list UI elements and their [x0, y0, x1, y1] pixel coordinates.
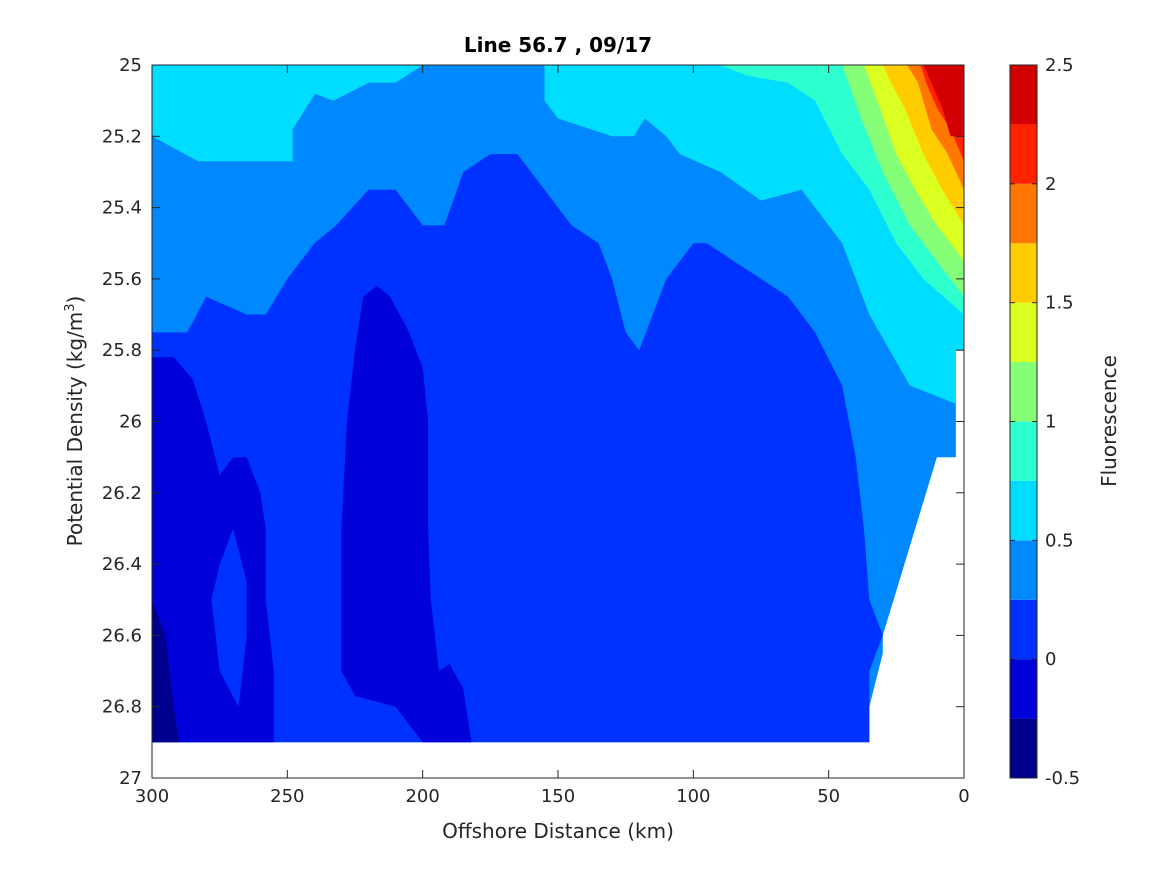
y-tick-label-8: 26.6 — [102, 625, 142, 646]
colorbar: -0.5 0 0.5 1 1.5 2 2.5 — [1009, 55, 1080, 789]
colorbar-tick-label-5: 2 — [1045, 174, 1056, 195]
y-axis-label-close: ) — [63, 296, 87, 304]
contour-region-11 — [152, 154, 883, 743]
colorbar-band-8 — [1010, 243, 1037, 303]
y-axis-label-superscript: 3 — [63, 303, 78, 311]
x-tick-label-4: 100 — [676, 786, 710, 807]
x-tick-label-3: 150 — [541, 786, 575, 807]
x-tick-label-2: 200 — [405, 786, 439, 807]
colorbar-band-1 — [1010, 659, 1037, 719]
y-axis-label: Potential Density (kg/m3) — [63, 296, 87, 547]
x-axis-label: Offshore Distance (km) — [442, 819, 674, 843]
y-tick-label-6: 26.2 — [102, 483, 142, 504]
y-tick-label-10: 27 — [119, 768, 142, 789]
y-tick-label-2: 25.4 — [102, 198, 142, 219]
colorbar-band-9 — [1010, 183, 1037, 244]
colorbar-tick-label-2: 0.5 — [1045, 530, 1074, 551]
contour-region-13 — [341, 286, 472, 743]
y-tick-label-0: 25 — [119, 55, 142, 76]
colorbar-band-5 — [1010, 421, 1037, 481]
colorbar-band-6 — [1010, 362, 1037, 422]
x-tick-label-5: 50 — [817, 786, 840, 807]
y-tick-label-3: 25.6 — [102, 269, 142, 290]
x-tick-label-0: 300 — [135, 786, 169, 807]
colorbar-band-11 — [1010, 65, 1037, 125]
colorbar-tick-label-1: 0 — [1045, 649, 1056, 670]
y-axis-label-main: Potential Density (kg/m — [63, 312, 87, 547]
y-tick-label-7: 26.4 — [102, 554, 142, 575]
colorbar-tick-label-3: 1 — [1045, 412, 1056, 433]
y-tick-label-4: 25.8 — [102, 340, 142, 361]
axes-layer: 300 250 200 150 100 50 0 25 25.2 25.4 25.6 25.8 26 26… — [102, 55, 970, 807]
contour-region-15 — [211, 528, 247, 707]
y-tick-label-5: 26 — [119, 412, 142, 433]
colorbar-tick-label-4: 1.5 — [1045, 293, 1074, 314]
colorbar-band-7 — [1010, 302, 1037, 363]
colorbar-band-3 — [1010, 540, 1037, 600]
colorbar-label: Fluorescence — [1097, 355, 1121, 487]
contour-region-1 — [152, 65, 334, 162]
chart-title: Line 56.7 , 09/17 — [464, 33, 652, 57]
x-tick-label-1: 250 — [270, 786, 304, 807]
y-tick-label-1: 25.2 — [102, 126, 142, 147]
colorbar-band-4 — [1010, 480, 1037, 541]
colorbar-band-2 — [1010, 599, 1037, 660]
contour-region-10 — [923, 65, 964, 137]
contour-region-2 — [306, 65, 423, 101]
y-tick-label-9: 26.8 — [102, 697, 142, 718]
contour-regions — [152, 65, 964, 743]
x-tick-label-6: 0 — [958, 786, 969, 807]
colorbar-band-0 — [1010, 718, 1037, 778]
colorbar-tick-label-6: 2.5 — [1045, 55, 1074, 76]
colorbar-band-10 — [1010, 124, 1037, 184]
colorbar-tick-label-0: -0.5 — [1045, 768, 1080, 789]
contour-fill-layer — [152, 65, 964, 743]
